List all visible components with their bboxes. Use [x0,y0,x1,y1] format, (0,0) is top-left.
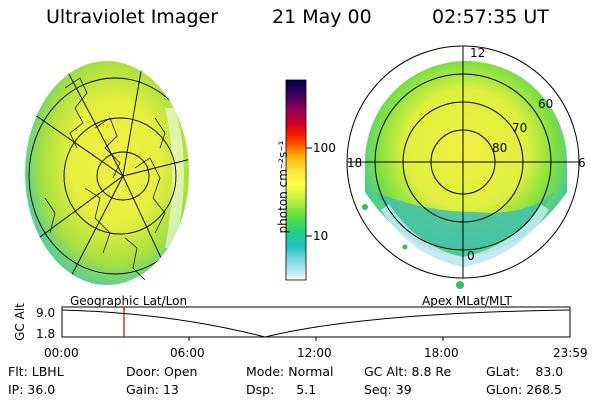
mlt-label-0: 0 [467,249,475,263]
mode-info: Mode: Normal [246,364,334,379]
mlt-label-12: 12 [470,46,486,60]
time-tick-1800: 18:00 [424,346,459,360]
earth-disk [25,61,189,285]
altitude-orbit-plot [61,306,571,341]
time-tick-1200: 12:00 [297,346,332,360]
alt-tick-top: 9.0 [36,306,56,320]
glat-info: GLat: 83.0 [486,364,564,379]
mlat-label-60: 60 [538,97,554,111]
emission-spot [456,281,464,289]
door-info: Door: Open [126,364,198,379]
mlt-label-6: 6 [578,156,586,170]
time-tick-0600: 06:00 [170,346,205,360]
color-scale-bar [285,79,312,281]
emission-spot [362,204,368,210]
colorbar-tick-100: 100 [313,141,336,155]
mlat-label-70: 70 [512,121,528,135]
mlat-label-80: 80 [492,141,508,155]
terminator-edge [165,108,184,248]
geographic-image-panel [25,61,189,285]
alt-tick-bottom: 1.8 [36,327,56,341]
gc-alt-info: GC Alt: 8.8 Re [364,364,452,379]
gain-info: Gain: 13 [126,382,179,397]
polar-grid [346,45,580,279]
altitude-curve [61,309,571,338]
dsp-info: Dsp: 5.1 [246,382,317,397]
geographic-projection-label: Geographic Lat/Lon [70,294,188,308]
colorbar-unit-label: photon cm⁻²s⁻¹ [276,140,290,234]
mlat-mlt-polar-plot [346,45,580,289]
seq-info: Seq: 39 [364,382,412,397]
emission-spot [402,244,408,250]
colorbar-tick-10: 10 [313,229,329,243]
coastline-outlines [44,77,166,281]
apex-projection-label: Apex MLat/MLT [422,294,512,308]
date-label: 21 May 00 [272,6,372,28]
glon-info: GLon: 268.5 [486,382,562,397]
filter-info: Flt: LBHL [8,364,64,379]
mlt-label-18: 18 [347,156,363,170]
ip-info: IP: 36.0 [8,382,56,397]
time-tick-0000: 00:00 [44,346,79,360]
instrument-title: Ultraviolet Imager [46,6,219,28]
gc-alt-axis-label: GC Alt [13,303,27,341]
time-tick-2359: 23:59 [553,346,588,360]
time-label: 02:57:35 UT [432,6,549,28]
